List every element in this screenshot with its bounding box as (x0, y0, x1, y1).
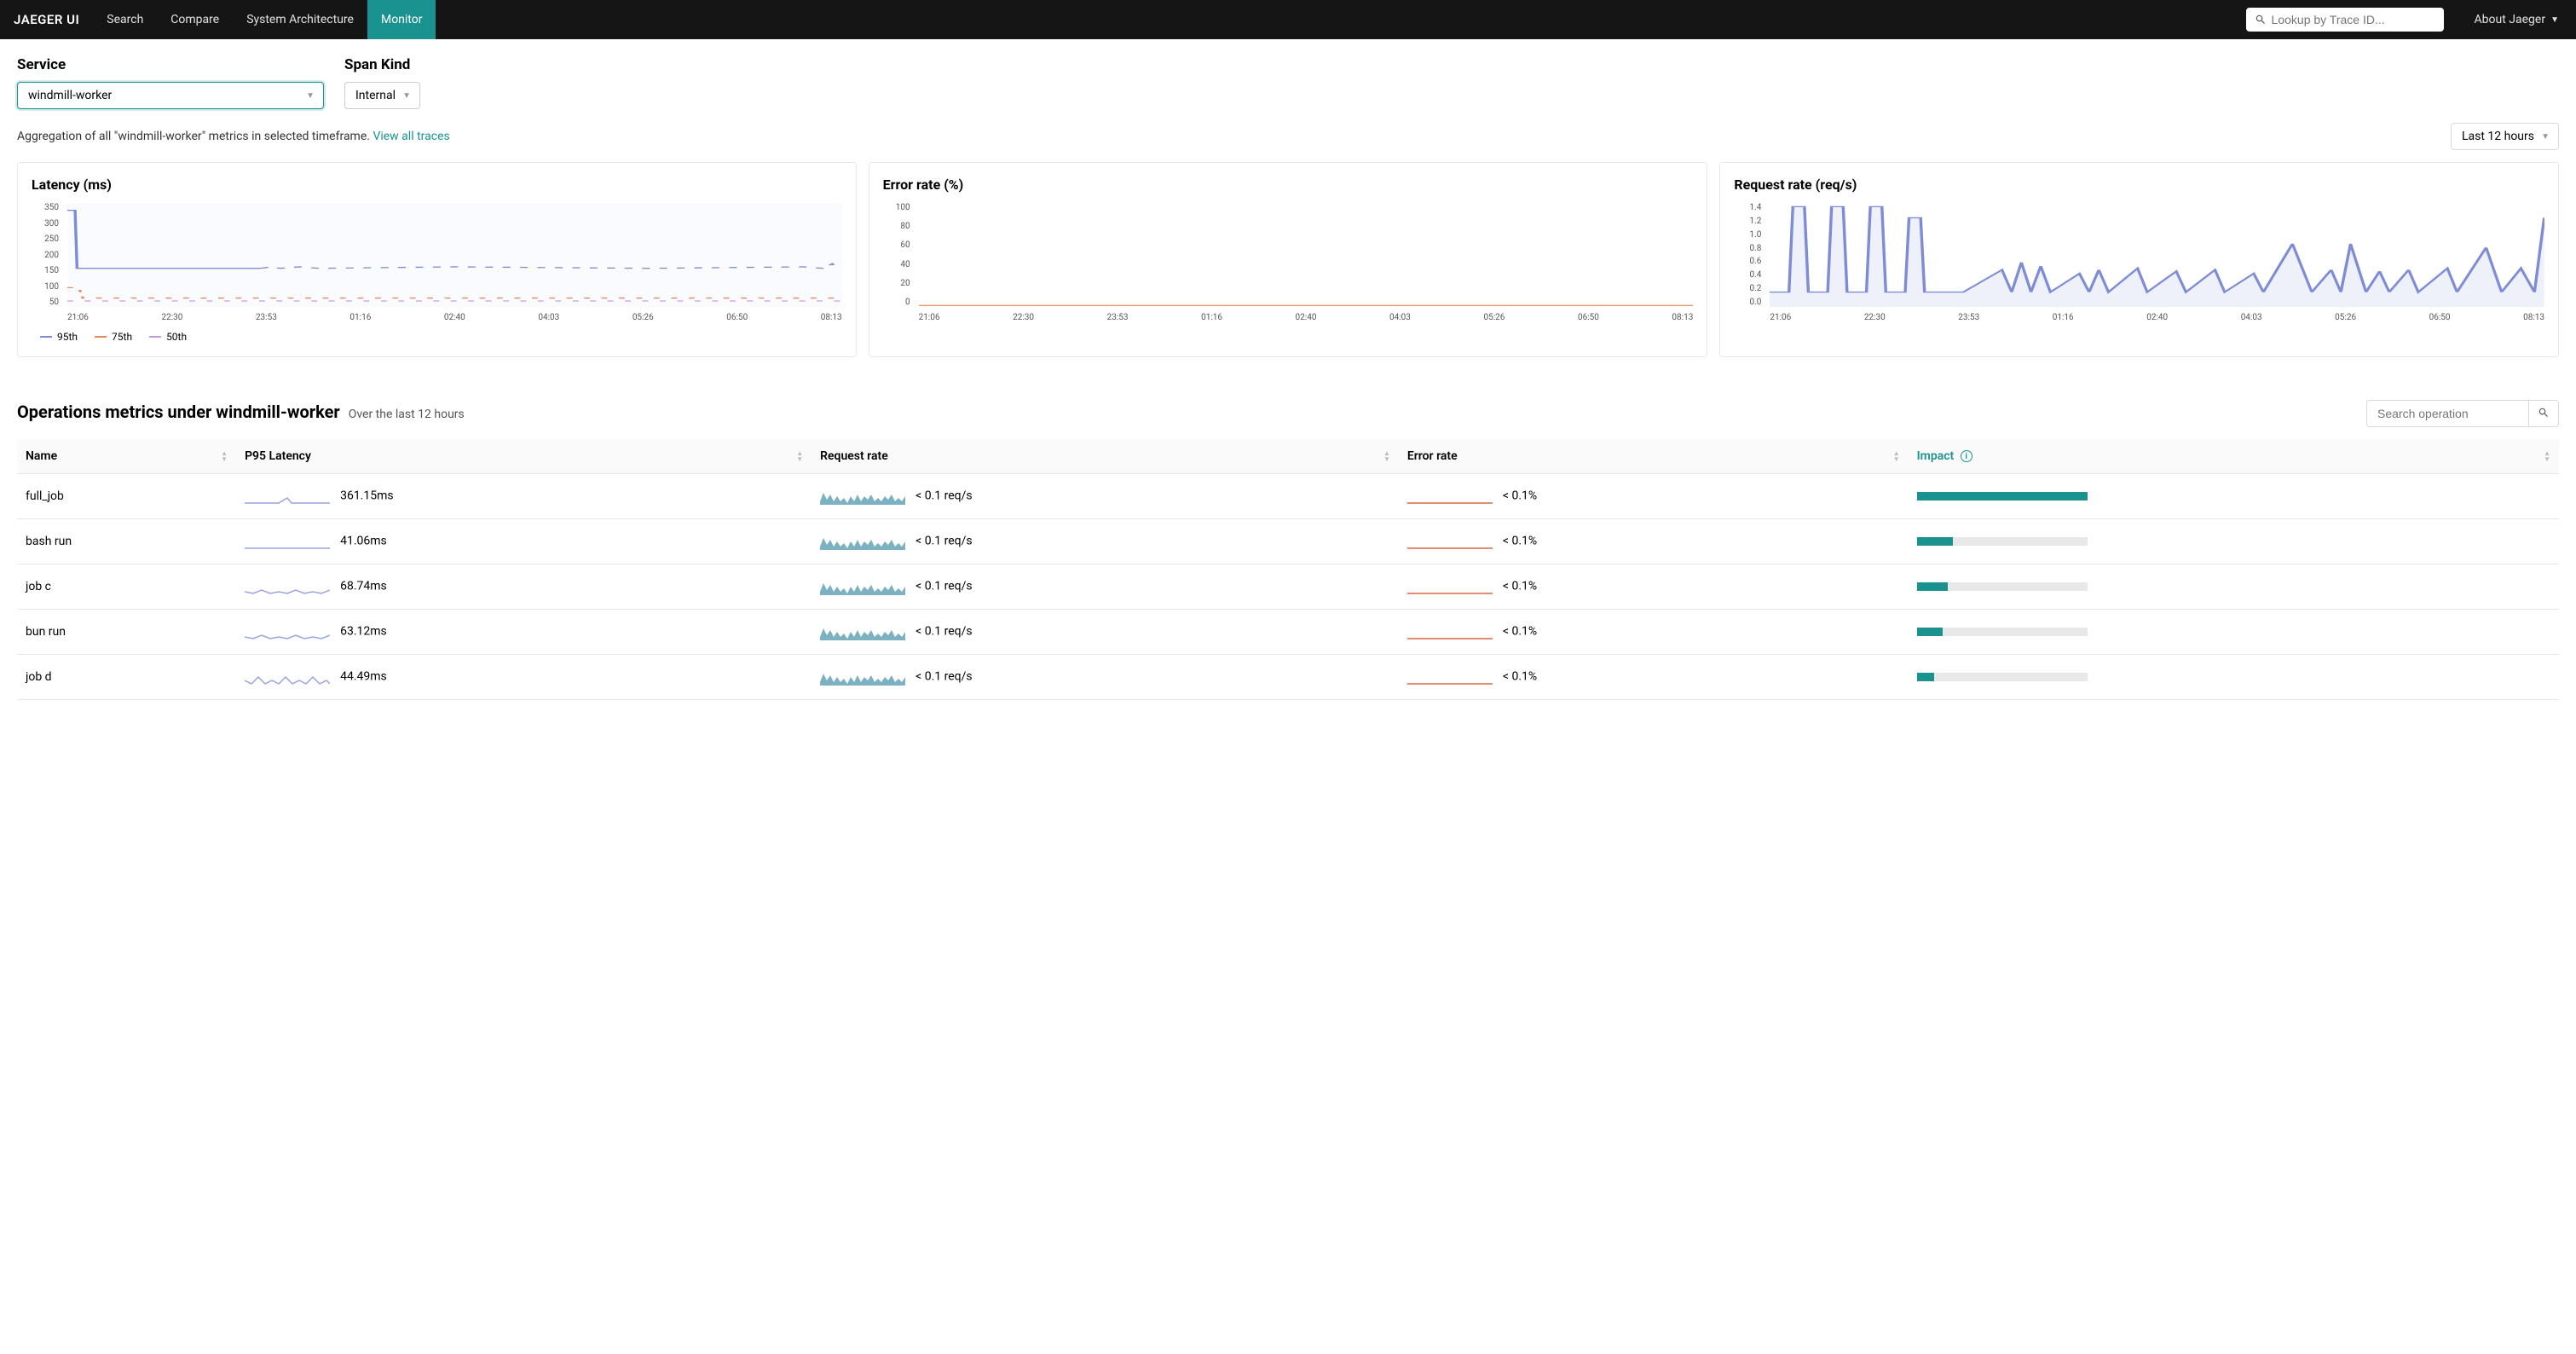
nav-link-monitor[interactable]: Monitor (367, 0, 436, 39)
error-rate-chart: Error rate (%) 100806040200 21:0622:3023… (869, 162, 1708, 357)
op-error-rate: < 0.1% (1399, 519, 1909, 564)
op-p95: 361.15ms (236, 474, 811, 519)
legend-item: 95th (40, 331, 78, 343)
operations-title: Operations metrics under windmill-worker (17, 402, 340, 422)
table-row[interactable]: bash run41.06ms< 0.1 req/s< 0.1% (17, 519, 2559, 564)
op-impact (1909, 655, 2559, 700)
op-p95: 68.74ms (236, 564, 811, 610)
op-name: bun run (17, 610, 236, 655)
op-request-rate: < 0.1 req/s (811, 564, 1399, 610)
op-name: job c (17, 564, 236, 610)
latency-chart: Latency (ms) 35030025020015010050 21:062… (17, 162, 857, 357)
legend-item: 75th (95, 331, 132, 343)
column-error-rate[interactable]: Error rate▲▼ (1399, 439, 1909, 474)
op-request-rate: < 0.1 req/s (811, 474, 1399, 519)
legend-item: 50th (149, 331, 187, 343)
op-name: bash run (17, 519, 236, 564)
column-request-rate[interactable]: Request rate▲▼ (811, 439, 1399, 474)
chart-title: Latency (ms) (32, 176, 842, 193)
about-link[interactable]: About Jaeger ▼ (2458, 13, 2576, 26)
op-name: full_job (17, 474, 236, 519)
operations-table: Name▲▼P95 Latency▲▼Request rate▲▼Error r… (17, 439, 2559, 700)
operations-search-input[interactable] (2366, 400, 2528, 427)
sort-icon: ▲▼ (1383, 450, 1390, 462)
chevron-down-icon: ▼ (2550, 15, 2559, 25)
op-request-rate: < 0.1 req/s (811, 655, 1399, 700)
request-plot (1770, 203, 2544, 307)
op-p95: 44.49ms (236, 655, 811, 700)
column-impact[interactable]: Impact i▲▼ (1909, 439, 2559, 474)
service-label: Service (17, 56, 324, 73)
latency-legend: 95th 75th 50th (32, 331, 842, 343)
op-request-rate: < 0.1 req/s (811, 610, 1399, 655)
chart-title: Error rate (%) (883, 176, 1694, 193)
table-row[interactable]: job d44.49ms< 0.1 req/s< 0.1% (17, 655, 2559, 700)
logo[interactable]: JAEGER UI (0, 12, 93, 27)
trace-search-input[interactable] (2272, 13, 2435, 26)
span-kind-label: Span Kind (344, 56, 420, 73)
chevron-down-icon: ▼ (2541, 132, 2550, 142)
op-error-rate: < 0.1% (1399, 655, 1909, 700)
op-impact (1909, 519, 2559, 564)
info-icon: i (1961, 450, 1972, 462)
navbar: JAEGER UI SearchCompareSystem Architectu… (0, 0, 2576, 39)
trace-search-box[interactable] (2246, 8, 2444, 32)
span-kind-select[interactable]: Internal ▼ (344, 82, 420, 109)
view-all-traces-link[interactable]: View all traces (373, 130, 449, 143)
op-name: job d (17, 655, 236, 700)
op-request-rate: < 0.1 req/s (811, 519, 1399, 564)
nav-link-search[interactable]: Search (93, 0, 157, 39)
column-p95-latency[interactable]: P95 Latency▲▼ (236, 439, 811, 474)
service-select[interactable]: windmill-worker ▼ (17, 82, 324, 109)
request-rate-chart: Request rate (req/s) 1.41.21.00.80.60.40… (1719, 162, 2559, 357)
sort-icon: ▲▼ (221, 450, 228, 462)
op-impact (1909, 564, 2559, 610)
chevron-down-icon: ▼ (402, 91, 411, 101)
table-row[interactable]: bun run63.12ms< 0.1 req/s< 0.1% (17, 610, 2559, 655)
chevron-down-icon: ▼ (306, 91, 315, 101)
operations-search (2366, 400, 2559, 427)
op-error-rate: < 0.1% (1399, 564, 1909, 610)
op-impact (1909, 610, 2559, 655)
table-row[interactable]: job c68.74ms< 0.1 req/s< 0.1% (17, 564, 2559, 610)
op-p95: 41.06ms (236, 519, 811, 564)
nav-link-system-architecture[interactable]: System Architecture (233, 0, 367, 39)
operations-search-button[interactable] (2528, 400, 2559, 427)
table-row[interactable]: full_job361.15ms< 0.1 req/s< 0.1% (17, 474, 2559, 519)
search-icon (2538, 407, 2550, 419)
sort-icon: ▲▼ (796, 450, 803, 462)
sort-icon: ▲▼ (2544, 450, 2550, 462)
sort-icon: ▲▼ (1893, 450, 1900, 462)
operations-subtitle: Over the last 12 hours (349, 408, 465, 421)
error-plot (919, 203, 1694, 307)
summary-charts: Latency (ms) 35030025020015010050 21:062… (17, 162, 2559, 357)
time-range-select[interactable]: Last 12 hours ▼ (2451, 123, 2559, 150)
op-error-rate: < 0.1% (1399, 610, 1909, 655)
aggregation-text: Aggregation of all "windmill-worker" met… (17, 130, 450, 143)
op-p95: 63.12ms (236, 610, 811, 655)
op-impact (1909, 474, 2559, 519)
nav-link-compare[interactable]: Compare (157, 0, 233, 39)
search-icon (2255, 14, 2267, 26)
latency-plot (67, 203, 842, 307)
op-error-rate: < 0.1% (1399, 474, 1909, 519)
column-name[interactable]: Name▲▼ (17, 439, 236, 474)
chart-title: Request rate (req/s) (1734, 176, 2544, 193)
filters: Service windmill-worker ▼ Span Kind Inte… (17, 56, 2559, 109)
